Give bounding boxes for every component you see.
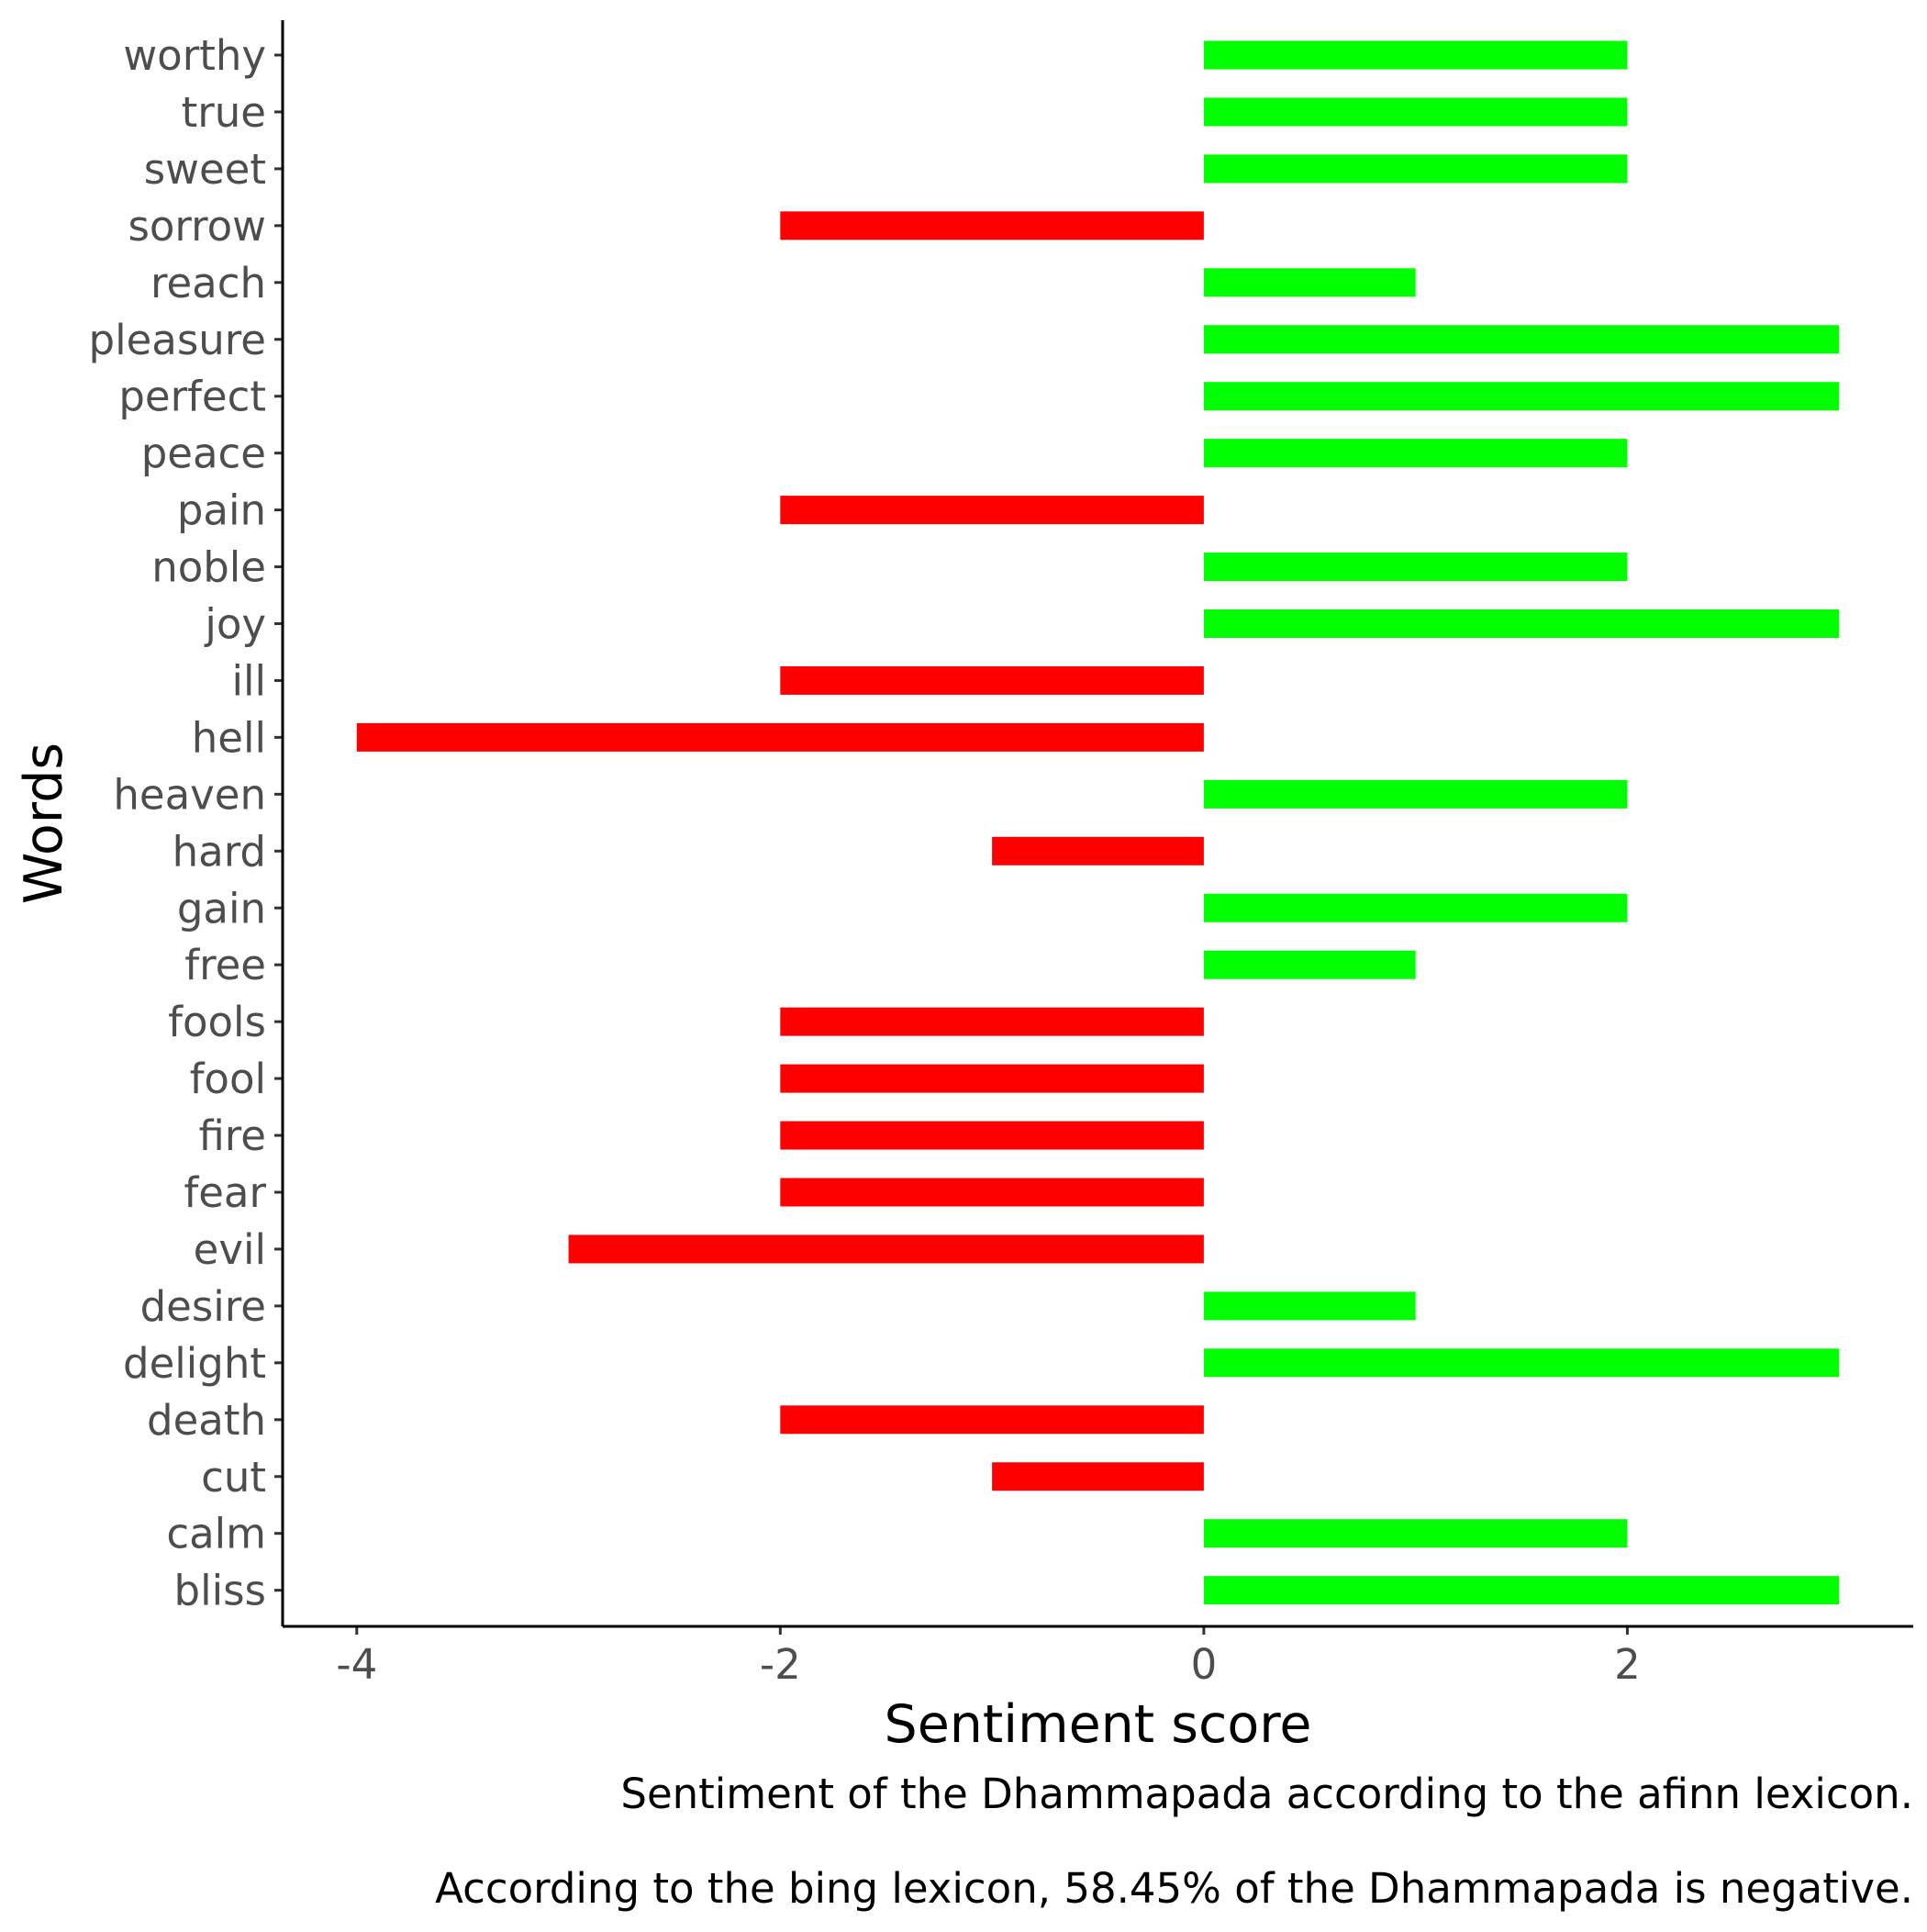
- bar-calm: [1203, 1519, 1628, 1548]
- y-tick-label-delight: delight: [123, 1339, 266, 1388]
- bar-bliss: [1203, 1576, 1840, 1605]
- bar-delight: [1203, 1348, 1840, 1378]
- bar-reach: [1203, 268, 1416, 297]
- bar-fear: [780, 1178, 1204, 1207]
- x-tick-label: 0: [1191, 1640, 1218, 1689]
- bar-fools: [780, 1007, 1204, 1036]
- x-tick-label: 2: [1614, 1640, 1641, 1689]
- y-tick-label-sweet: sweet: [144, 145, 266, 194]
- bar-hard: [992, 836, 1204, 865]
- bar-sweet: [1203, 154, 1628, 184]
- x-tick-label: -4: [336, 1640, 377, 1689]
- y-tick-label-calm: calm: [166, 1510, 266, 1558]
- y-tick-label-cut: cut: [201, 1453, 266, 1502]
- bar-fool: [780, 1064, 1204, 1093]
- bar-true: [1203, 97, 1628, 127]
- bar-ill: [780, 665, 1204, 695]
- y-tick-label-gain: gain: [177, 884, 266, 932]
- y-tick-label-fire: fire: [198, 1111, 266, 1160]
- x-tick-label: -2: [760, 1640, 801, 1689]
- y-tick-label-fear: fear: [184, 1168, 266, 1217]
- y-tick-label-sorrow: sorrow: [128, 202, 266, 251]
- bar-joy: [1203, 609, 1840, 638]
- bar-worthy: [1203, 40, 1628, 70]
- bar-hell: [356, 722, 1204, 752]
- bar-sorrow: [780, 211, 1204, 240]
- y-tick-label-perfect: perfect: [118, 373, 266, 421]
- x-axis-title: Sentiment score: [885, 1694, 1312, 1755]
- y-tick-label-pleasure: pleasure: [89, 316, 267, 364]
- bar-desire: [1203, 1291, 1416, 1321]
- bar-evil: [568, 1234, 1204, 1264]
- bar-gain: [1203, 893, 1628, 922]
- caption-afinn: Sentiment of the Dhammapada according to…: [620, 1770, 1913, 1818]
- y-tick-label-reach: reach: [150, 259, 266, 307]
- y-axis-title: Words: [14, 743, 74, 904]
- y-axis-ticks: worthy true sweet sorrow reach pleasure perfec…: [89, 31, 283, 1615]
- y-tick-label-evil: evil: [194, 1225, 266, 1274]
- bar-perfect: [1203, 382, 1840, 411]
- y-tick-label-worthy: worthy: [123, 31, 266, 80]
- bar-heaven: [1203, 779, 1628, 809]
- y-tick-label-hell: hell: [192, 713, 266, 762]
- bar-death: [780, 1405, 1204, 1435]
- bar-cut: [992, 1462, 1204, 1491]
- bar-pain: [780, 496, 1204, 525]
- y-tick-label-noble: noble: [151, 543, 266, 592]
- y-tick-label-death: death: [147, 1396, 266, 1445]
- x-axis-ticks: -4 -2 0 2: [336, 1626, 1641, 1689]
- y-tick-label-heaven: heaven: [113, 770, 266, 819]
- y-tick-label-hard: hard: [173, 827, 266, 876]
- y-tick-label-ill: ill: [231, 656, 266, 705]
- bar-noble: [1203, 553, 1628, 582]
- y-tick-label-pain: pain: [177, 486, 266, 535]
- y-tick-label-fool: fool: [190, 1055, 266, 1103]
- y-tick-label-fools: fools: [168, 998, 266, 1046]
- caption-bing: According to the bing lexicon, 58.45% of…: [435, 1864, 1913, 1913]
- y-tick-label-bliss: bliss: [174, 1567, 266, 1615]
- y-tick-label-desire: desire: [140, 1282, 266, 1331]
- y-tick-label-free: free: [184, 941, 266, 989]
- bar-free: [1203, 950, 1416, 979]
- bar-peace: [1203, 439, 1628, 468]
- y-tick-label-true: true: [182, 88, 266, 137]
- bar-pleasure: [1203, 325, 1840, 354]
- y-tick-label-joy: joy: [204, 600, 266, 649]
- bar-fire: [780, 1121, 1204, 1150]
- bars-group: [356, 40, 1840, 1605]
- y-tick-label-peace: peace: [141, 430, 266, 478]
